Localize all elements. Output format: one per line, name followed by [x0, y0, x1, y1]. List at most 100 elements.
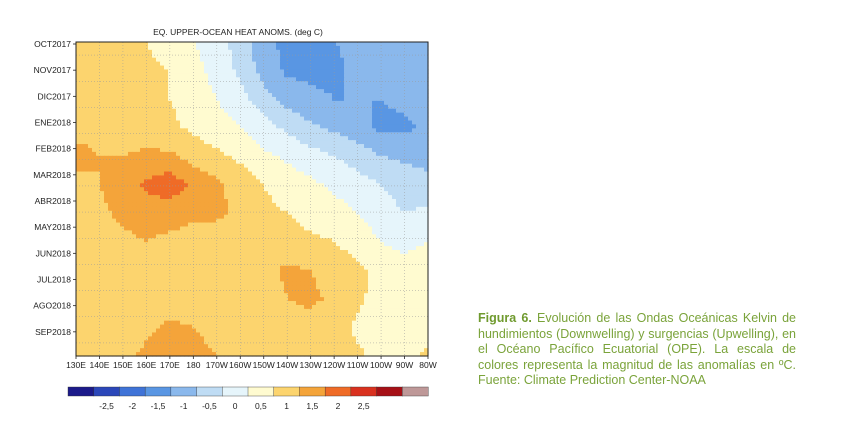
heat-cell [296, 100, 301, 106]
heat-cell [168, 53, 173, 59]
heat-cell [88, 238, 93, 243]
heat-cell [156, 218, 161, 224]
heat-cell [392, 57, 397, 63]
heat-cell [208, 171, 213, 177]
heat-cell [328, 108, 333, 114]
heat-cell [196, 257, 201, 263]
heat-cell [112, 61, 117, 67]
heat-cell [156, 234, 161, 239]
heat-cell [300, 53, 305, 59]
heat-cell [268, 183, 273, 188]
heat-cell [412, 81, 417, 86]
heat-cell [96, 108, 101, 114]
heat-cell [252, 112, 257, 118]
heat-cell [104, 136, 109, 141]
heat-cell [384, 226, 389, 231]
heat-cell [232, 187, 237, 192]
heat-cell [340, 61, 345, 67]
heat-cell [192, 147, 197, 153]
heat-cell [264, 144, 269, 149]
heat-cell [204, 195, 209, 200]
heat-cell [388, 242, 393, 247]
heat-cell [180, 45, 185, 51]
heat-cell [152, 261, 157, 267]
heat-cell [408, 191, 413, 196]
heat-cell [372, 167, 377, 173]
heat-cell [392, 116, 397, 122]
heat-cell [128, 253, 133, 259]
heat-cell [332, 53, 337, 59]
heat-cell [88, 69, 93, 74]
heat-cell [392, 77, 397, 82]
heat-cell [136, 42, 141, 47]
heat-cell [196, 120, 201, 126]
heat-cell [144, 202, 149, 208]
heat-cell [336, 144, 341, 149]
heat-cell [396, 183, 401, 188]
heat-cell [140, 155, 145, 161]
heat-cell [152, 65, 157, 71]
heat-cell [412, 124, 417, 129]
heat-cell [192, 140, 197, 145]
heat-cell [416, 155, 421, 161]
heat-cell [88, 136, 93, 141]
heat-cell [212, 250, 217, 255]
heat-cell [332, 206, 337, 212]
heat-cell [368, 218, 373, 224]
heat-cell [168, 175, 173, 180]
heat-cell [392, 42, 397, 47]
heat-cell [180, 61, 185, 67]
heat-cell [144, 57, 149, 63]
heat-cell [292, 242, 297, 247]
heat-cell [160, 195, 165, 200]
heat-cell [116, 61, 121, 67]
heat-cell [412, 85, 417, 90]
heat-cell [92, 183, 97, 188]
heat-cell [124, 163, 129, 169]
heat-cell [308, 183, 313, 188]
heat-cell [264, 89, 269, 94]
heat-cell [172, 140, 177, 145]
heat-cell [260, 257, 265, 263]
heat-cell [308, 132, 313, 137]
heat-cell [424, 73, 429, 78]
heat-cell [228, 167, 233, 173]
heat-cell [240, 163, 245, 169]
heat-cell [356, 104, 361, 110]
heat-cell [124, 45, 129, 51]
heat-cell [180, 206, 185, 212]
heat-cell [268, 257, 273, 263]
heat-cell [204, 108, 209, 114]
heat-cell [204, 171, 209, 177]
heat-cell [104, 214, 109, 220]
heat-cell [112, 53, 117, 59]
heat-cell [248, 163, 253, 169]
heat-cell [148, 93, 153, 98]
heat-cell [404, 93, 409, 98]
heat-cell [96, 65, 101, 71]
heat-cell [76, 42, 81, 47]
heat-cell [340, 104, 345, 110]
heat-cell [112, 226, 117, 231]
heat-cell [388, 100, 393, 106]
heat-cell [216, 191, 221, 196]
heat-cell [224, 42, 229, 47]
heat-cell [148, 214, 153, 220]
heat-cell [264, 120, 269, 126]
heat-cell [212, 57, 217, 63]
heat-cell [372, 187, 377, 192]
heat-cell [220, 49, 225, 55]
heat-cell [280, 132, 285, 137]
heat-cell [424, 81, 429, 86]
heat-cell [332, 242, 337, 247]
heat-cell [104, 246, 109, 251]
heat-cell [172, 65, 177, 71]
heat-cell [220, 187, 225, 192]
heat-cell [292, 120, 297, 126]
heat-cell [292, 53, 297, 59]
heat-cell [352, 93, 357, 98]
heat-cell [400, 234, 405, 239]
heat-cell [348, 253, 353, 259]
heat-cell [212, 108, 217, 114]
heat-cell [344, 45, 349, 51]
